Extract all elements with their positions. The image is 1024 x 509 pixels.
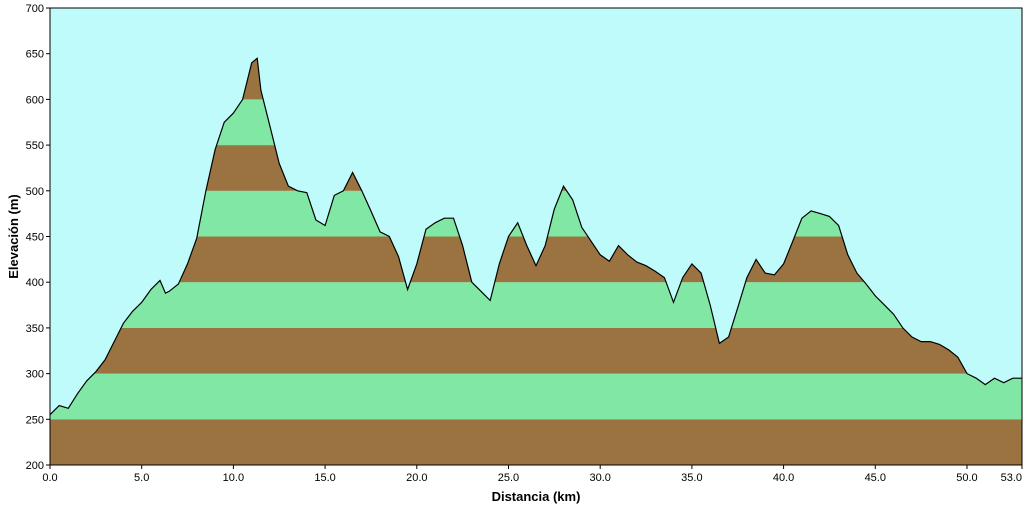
x-tick-label: 0.0 <box>42 472 57 484</box>
x-tick-label: 20.0 <box>406 472 427 484</box>
elevation-band <box>50 282 1022 328</box>
y-tick-label: 250 <box>26 414 44 426</box>
y-tick-label: 700 <box>26 3 44 15</box>
y-tick-label: 650 <box>26 49 44 61</box>
x-tick-label: 40.0 <box>773 472 794 484</box>
y-tick-label: 200 <box>26 460 44 472</box>
x-tick-label: 5.0 <box>134 472 149 484</box>
elevation-profile-line <box>49 57 1022 416</box>
x-tick-label: 35.0 <box>681 472 702 484</box>
axis-ticks: 200 250 300 350 400 450 500 550 600 650 700 0.0 5.0 1… <box>26 3 1023 484</box>
y-tick-label: 550 <box>26 140 44 152</box>
y-tick-label: 500 <box>26 186 44 198</box>
x-axis-label: Distancia (km) <box>492 489 581 504</box>
elevation-band <box>50 327 1022 374</box>
y-axis-label: Elevación (m) <box>6 194 21 279</box>
y-tick-label: 400 <box>26 277 44 289</box>
x-tick-label: 53.0 <box>1001 472 1022 484</box>
x-tick-label: 15.0 <box>314 472 335 484</box>
x-tick-label: 30.0 <box>589 472 610 484</box>
x-tick-label: 25.0 <box>498 472 519 484</box>
y-tick-label: 350 <box>26 323 44 335</box>
elevation-band <box>50 419 1022 465</box>
elevation-band <box>50 373 1022 420</box>
x-tick-label: 50.0 <box>956 472 977 484</box>
x-tick-label: 45.0 <box>865 472 886 484</box>
y-tick-label: 450 <box>26 232 44 244</box>
y-tick-label: 300 <box>26 369 44 381</box>
y-tick-label: 600 <box>26 94 44 106</box>
x-tick-label: 10.0 <box>223 472 244 484</box>
